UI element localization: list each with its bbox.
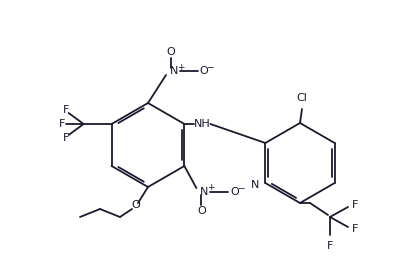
Text: O: O	[230, 187, 239, 197]
Text: −: −	[206, 62, 214, 72]
Text: N: N	[200, 187, 209, 197]
Text: F: F	[327, 241, 333, 251]
Text: −: −	[237, 184, 244, 192]
Text: N: N	[170, 66, 178, 76]
Text: +: +	[207, 184, 215, 192]
Text: N: N	[251, 180, 259, 190]
Text: +: +	[177, 62, 185, 72]
Text: NH: NH	[194, 119, 211, 129]
Text: Cl: Cl	[297, 93, 307, 103]
Text: F: F	[352, 200, 358, 210]
Text: O: O	[200, 66, 209, 76]
Text: O: O	[167, 47, 176, 57]
Text: O: O	[132, 200, 140, 210]
Text: F: F	[62, 133, 69, 143]
Text: F: F	[59, 119, 65, 129]
Text: F: F	[62, 105, 69, 115]
Text: O: O	[197, 206, 206, 216]
Text: F: F	[352, 224, 358, 234]
